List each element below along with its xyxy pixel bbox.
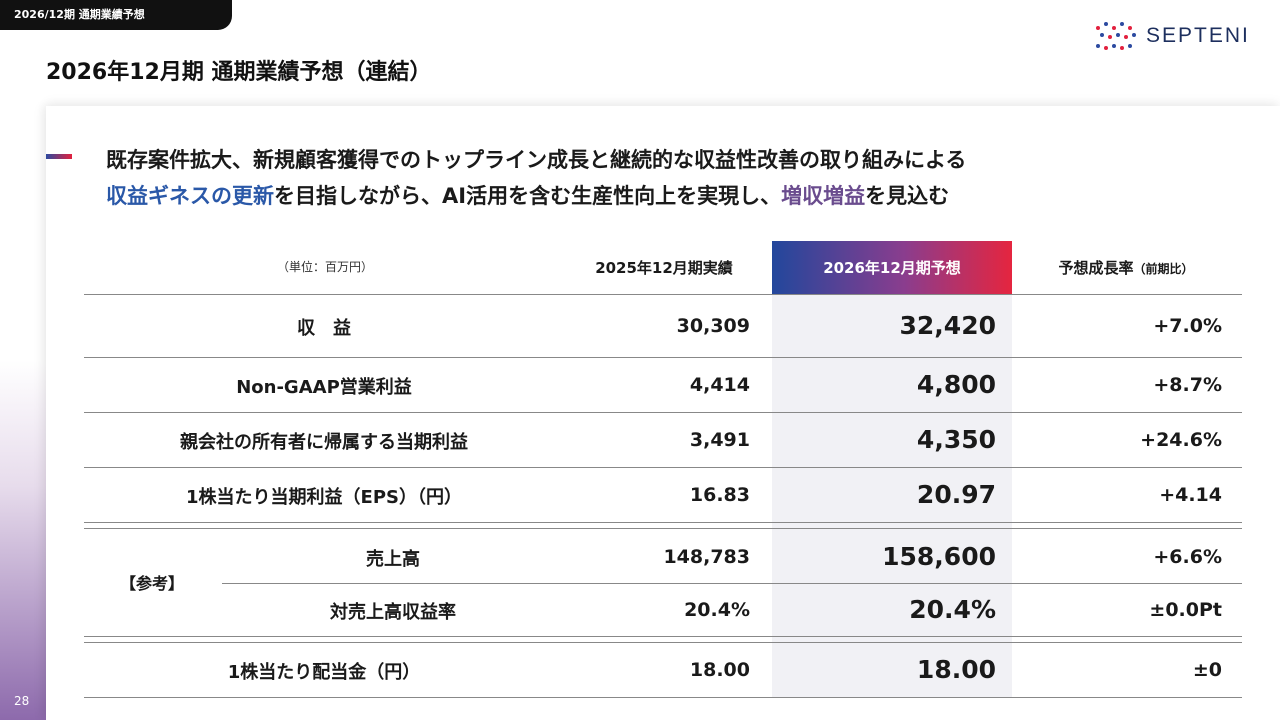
table-divider <box>84 697 1242 698</box>
operating-profit-growth-value: +8.7% <box>1016 374 1222 396</box>
table-divider <box>84 642 1242 643</box>
ratio-growth-value: ±0.0Pt <box>1016 599 1222 621</box>
operating-profit-forecast-value: 4,800 <box>772 370 996 399</box>
message-line-1: 既存案件拡大、新規顧客獲得でのトップライン成長と継続的な収益性改善の取り組みによ… <box>106 142 1226 178</box>
page-number: 28 <box>14 694 29 708</box>
reference-label: 【参考】 <box>84 570 220 594</box>
section-tag: 2026/12期 通期業績予想 <box>0 0 232 30</box>
table-divider <box>84 528 1242 529</box>
eps-prior-value: 16.83 <box>564 484 750 506</box>
logo-dots-icon <box>1096 22 1138 52</box>
net-sales-forecast-value: 158,600 <box>772 542 996 571</box>
table-divider <box>84 412 1242 413</box>
row-label-net-profit: 親会社の所有者に帰属する当期利益 <box>84 428 564 454</box>
revenue-forecast-value: 32,420 <box>772 311 996 340</box>
accent-bar <box>46 154 72 159</box>
net-profit-forecast-value: 4,350 <box>772 425 996 454</box>
row-label-revenue-to-sales-ratio: 対売上高収益率 <box>222 598 564 624</box>
row-label-eps: 1株当たり当期利益（EPS）（円） <box>84 483 564 509</box>
column-header-forecast: 2026年12月期予想 <box>772 241 1012 295</box>
highlight-record-profit: 収益ギネスの更新 <box>106 184 274 208</box>
ratio-forecast-value: 20.4% <box>772 595 996 624</box>
dividend-prior-value: 18.00 <box>564 659 750 681</box>
column-header-growth: 予想成長率（前期比） <box>1016 241 1236 295</box>
revenue-prior-value: 30,309 <box>564 315 750 337</box>
highlight-revenue-profit-growth: 増収増益 <box>781 184 865 208</box>
page-title: 2026年12月期 通期業績予想（連結） <box>46 54 432 86</box>
table-divider <box>84 357 1242 358</box>
operating-profit-prior-value: 4,414 <box>564 374 750 396</box>
table-divider <box>84 636 1242 637</box>
table-divider <box>84 522 1242 523</box>
key-message: 既存案件拡大、新規顧客獲得でのトップライン成長と継続的な収益性改善の取り組みによ… <box>106 142 1226 214</box>
dividend-growth-value: ±0 <box>1016 659 1222 681</box>
row-label-non-gaap-operating-profit: Non-GAAP営業利益 <box>84 373 564 399</box>
logo-text: SEPTENI <box>1146 24 1250 48</box>
net-sales-growth-value: +6.6% <box>1016 546 1222 568</box>
decorative-side-gradient <box>0 360 46 720</box>
ratio-prior-value: 20.4% <box>564 599 750 621</box>
net-profit-growth-value: +24.6% <box>1016 429 1222 451</box>
eps-forecast-value: 20.97 <box>772 480 996 509</box>
company-logo: SEPTENI <box>1096 22 1256 52</box>
row-label-net-sales: 売上高 <box>222 545 564 571</box>
revenue-growth-value: +7.0% <box>1016 315 1222 337</box>
eps-growth-value: +4.14 <box>1016 484 1222 506</box>
row-label-dividend: 1株当たり配当金（円） <box>84 658 564 684</box>
table-divider <box>84 294 1242 295</box>
message-line-2: 収益ギネスの更新を目指しながら、AI活用を含む生産性向上を実現し、増収増益を見込… <box>106 178 1226 214</box>
column-header-prior-actual: 2025年12月期実績 <box>564 241 764 295</box>
table-divider <box>222 583 1242 584</box>
dividend-forecast-value: 18.00 <box>772 655 996 684</box>
net-profit-prior-value: 3,491 <box>564 429 750 451</box>
unit-label: （単位：百万円） <box>260 258 390 275</box>
table-divider <box>84 467 1242 468</box>
net-sales-prior-value: 148,783 <box>564 546 750 568</box>
row-label-revenue: 収 益 <box>84 314 564 340</box>
